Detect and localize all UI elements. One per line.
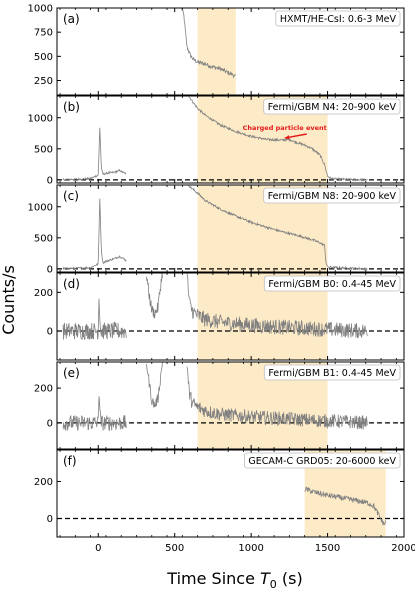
panel-label: Fermi/GBM N4: 20-900 keV [268,102,397,113]
y-tick-label: 0 [47,514,53,525]
y-tick-label: 200 [34,384,53,395]
series-line-2 [146,362,163,408]
annotation-arrowhead [284,135,290,140]
panel-label: Fermi/GBM B1: 0.4-45 MeV [268,368,396,379]
y-tick-label: 500 [34,233,53,244]
panel-frame [56,449,405,538]
y-tick-label: 500 [34,144,53,155]
series-line-0 [62,298,127,340]
y-tick-label: 0 [47,175,53,186]
x-axis-label: Time Since T0 (s) [166,569,302,591]
panel-0: 250 500 750 1000 (a) HXMT/HE-CsI: 0.6-3 MeV [28,4,405,96]
panel-frame [56,361,405,450]
panel-4: 0 200 (e) Fermi/GBM B1: 0.4-45 MeV [34,361,405,450]
series-line-0 [181,8,237,79]
y-axis-label: Counts/s [0,265,18,335]
series-line-0 [62,198,127,271]
y-tick-label: 0 [47,327,53,338]
y-tick-label: 0 [47,264,53,275]
panel-tag: (f) [63,454,77,468]
panel-1: 0 500 1000 (b) Fermi/GBM N4: 20-900 keV Charg… [28,95,405,186]
y-tick-label: 1000 [28,202,53,213]
y-tick-label: 0 [47,418,53,429]
panel-2: 0 500 1000 (c) Fermi/GBM N8: 20-900 keV [28,184,405,275]
series-line-3 [186,273,368,338]
panel-frame [56,272,405,361]
y-tick-label: 750 [34,28,53,39]
panel-tag: (e) [63,366,80,380]
series-line-2 [188,96,368,183]
x-tick-label: 2000 [391,543,415,554]
x-tick-label: 1500 [315,543,340,554]
series-line-3 [186,366,368,430]
panel-frame [56,184,405,273]
panel-label-box [244,452,401,469]
panel-label: HXMT/HE-CsI: 0.6-3 MeV [280,14,397,25]
x-axis: 0 500 1000 1500 2000 [95,543,415,554]
series-line-2 [188,185,368,272]
panel-label: Fermi/GBM N8: 20-900 keV [268,191,397,202]
panel-label-box [263,187,401,204]
panel-label-box [263,364,401,381]
shaded-interval [197,8,236,95]
panel-5: 0 200 (f) GECAM-C GRD05: 20-6000 keV [34,449,405,538]
panels-group: 250 500 750 1000 (a) HXMT/HE-CsI: 0.6-3 MeV 0 5… [28,4,405,538]
panel-label-box [263,275,401,292]
x-tick-label: 1000 [238,543,263,554]
series-line-0 [304,486,387,526]
panel-label-box [275,10,401,27]
panel-tag: (c) [63,189,79,203]
annotation-text: Charged particle event [243,124,327,132]
series-line-2 [146,273,163,319]
y-tick-label: 1000 [28,113,53,124]
panel-label: Fermi/GBM B0: 0.4-45 MeV [268,279,396,290]
panel-label: GECAM-C GRD05: 20-6000 keV [248,456,396,467]
y-tick-label: 200 [34,288,53,299]
panel-frame [56,7,405,96]
y-tick-label: 200 [34,477,53,488]
series-line-0 [62,396,127,432]
y-tick-label: 250 [34,76,53,87]
y-tick-label: 1000 [28,4,53,15]
panel-frame [56,95,405,184]
y-tick-label: 500 [34,52,53,63]
panel-3: 0 200 (d) Fermi/GBM B0: 0.4-45 MeV [34,272,405,361]
panel-tag: (a) [63,12,80,26]
panel-tag: (b) [63,100,80,114]
panel-tag: (d) [63,277,80,291]
x-tick-label: 500 [165,543,184,554]
x-tick-label: 0 [95,543,101,554]
series-line-0 [62,127,127,182]
panel-label-box [263,98,401,115]
